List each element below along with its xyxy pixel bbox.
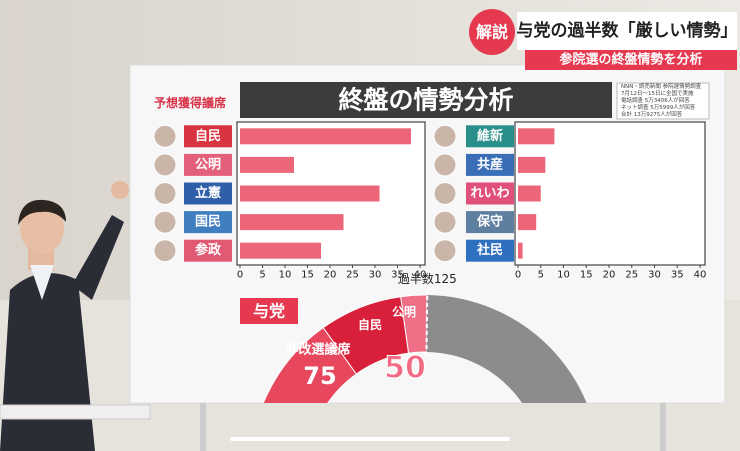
board-leg xyxy=(200,403,206,451)
party-label-box xyxy=(184,182,232,205)
party-label: 共産 xyxy=(477,156,503,172)
candidate-photo xyxy=(153,182,177,205)
x-tick-label: 25 xyxy=(625,270,638,281)
candidate-photo xyxy=(433,153,457,177)
candidate-photo xyxy=(153,210,177,234)
source-line: 合計 13万9275人が回答 xyxy=(621,110,683,118)
segment-label: 非改選議席 xyxy=(285,342,350,358)
party-label-box xyxy=(466,182,514,205)
source-line: NNN・読売新聞 参院選情勢調査 xyxy=(621,82,702,90)
x-tick-label: 20 xyxy=(324,270,337,281)
header-subtitle: 参院選の終盤情勢を分析 xyxy=(559,52,702,68)
party-label-box xyxy=(466,153,514,176)
x-tick-label: 40 xyxy=(414,270,427,281)
candidate-photo xyxy=(153,153,177,177)
candidate-photo xyxy=(433,182,457,205)
title-box xyxy=(517,12,737,50)
party-label-box xyxy=(466,239,514,262)
party-label: 保守 xyxy=(476,214,503,230)
source-line: ネット調査 5万5999人が回答 xyxy=(621,103,696,111)
contested-sum: 50 xyxy=(384,351,426,386)
x-tick-label: 10 xyxy=(557,270,570,281)
x-tick-label: 20 xyxy=(603,270,616,281)
bar xyxy=(518,156,546,173)
party-label: 国民 xyxy=(195,215,221,230)
bar xyxy=(518,214,537,231)
x-tick-label: 30 xyxy=(648,270,661,281)
segment-label: 自民 xyxy=(358,317,382,332)
ruling-label-box xyxy=(240,298,298,324)
source-line: 電話調査 5万3406人が回答 xyxy=(621,96,690,104)
presenter xyxy=(0,181,151,451)
x-tick-label: 35 xyxy=(391,270,404,281)
header-title: 与党の過半数「厳しい情勢」 xyxy=(517,20,738,41)
x-tick-label: 25 xyxy=(346,270,359,281)
home-indicator xyxy=(230,437,510,441)
party-label: 参政 xyxy=(195,242,222,258)
source-line: 7月12日〜15日に全国で実施 xyxy=(621,89,694,97)
party-label-box xyxy=(184,239,232,262)
candidate-photo xyxy=(433,124,457,148)
party-label: 公明 xyxy=(195,157,221,172)
ruling-label: 与党 xyxy=(253,302,285,321)
x-tick-label: 15 xyxy=(580,270,593,281)
party-label: 維新 xyxy=(477,128,503,144)
candidate-photo xyxy=(153,239,177,263)
board-leg xyxy=(660,403,666,451)
x-tick-label: 15 xyxy=(301,270,314,281)
plot-frame xyxy=(514,121,706,266)
x-tick-label: 0 xyxy=(515,270,521,281)
party-label: 自民 xyxy=(195,128,221,144)
source-box xyxy=(616,82,710,120)
badge xyxy=(469,9,515,55)
subtitle-box xyxy=(525,50,737,70)
party-label-box xyxy=(184,125,232,148)
x-tick-label: 5 xyxy=(538,270,544,281)
x-tick-label: 35 xyxy=(671,270,684,281)
threshold-label: 過半数125 xyxy=(398,271,457,286)
x-tick-label: 10 xyxy=(279,270,292,281)
segment-value: 75 xyxy=(303,362,336,390)
party-label-box xyxy=(466,125,514,148)
bar xyxy=(240,128,411,145)
bar xyxy=(240,242,321,259)
party-label: 社民 xyxy=(476,242,503,258)
x-tick-label: 30 xyxy=(369,270,382,281)
party-label: れいわ xyxy=(470,186,509,201)
x-tick-label: 0 xyxy=(237,270,243,281)
board-title-box xyxy=(240,82,612,118)
candidate-photo xyxy=(153,124,177,148)
party-label-box xyxy=(184,211,232,234)
bar xyxy=(518,185,541,202)
party-label-box xyxy=(184,153,232,176)
board-label: 予想獲得議席 xyxy=(154,95,226,110)
board-title: 終盤の情勢分析 xyxy=(338,86,513,115)
remaining-arc xyxy=(426,295,587,403)
party-label: 立憲 xyxy=(195,185,221,201)
badge-text: 解説 xyxy=(476,23,508,42)
candidate-photo xyxy=(433,210,457,234)
bar xyxy=(240,156,294,173)
bar xyxy=(518,242,523,259)
bar xyxy=(240,214,344,231)
bar xyxy=(240,185,380,202)
candidate-photo xyxy=(433,239,457,263)
segment-label: 公明 xyxy=(392,305,416,319)
x-tick-label: 5 xyxy=(259,270,265,281)
bar xyxy=(518,128,555,145)
x-tick-label: 40 xyxy=(694,270,707,281)
party-label-box xyxy=(466,211,514,234)
